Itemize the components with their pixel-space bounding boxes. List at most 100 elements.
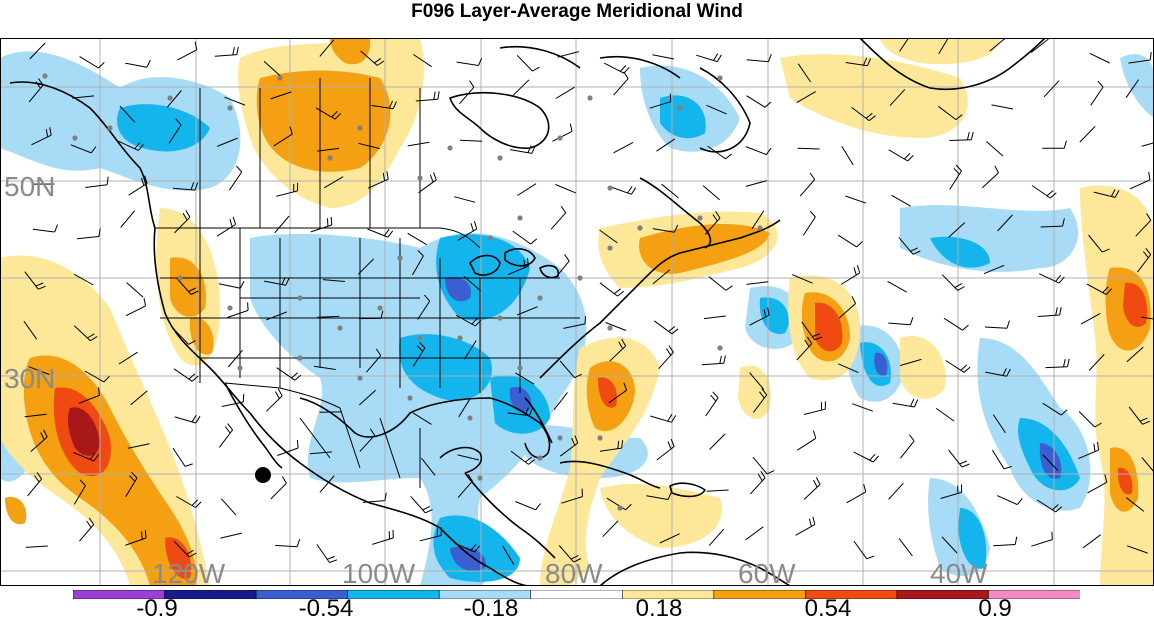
wind-barb (510, 145, 536, 154)
scale-swatch (988, 590, 1080, 599)
wind-barb (228, 165, 243, 191)
wind-barb (708, 528, 725, 546)
wind-barb (613, 71, 629, 96)
observation-stations (42, 73, 763, 511)
wind-barb (323, 176, 344, 189)
scale-label: 0.9 (978, 595, 1012, 622)
canada-provinces (199, 78, 421, 228)
wind-barb (703, 315, 726, 320)
station-dot (337, 325, 343, 331)
wind-barb (1042, 454, 1059, 471)
wind-barb (753, 388, 768, 413)
wind-barb (985, 368, 1011, 377)
wind-barb (367, 171, 389, 189)
wind-barb (1087, 474, 1108, 494)
shade-pos-mid (330, 38, 371, 65)
shade-pos-max (67, 407, 100, 456)
shade-neg-dark (509, 387, 532, 412)
wind-barb (553, 392, 568, 411)
wind-barb (453, 196, 476, 203)
wind-barb (706, 104, 727, 115)
shade-neg-mid (930, 236, 990, 268)
wind-barb (983, 264, 1005, 275)
wind-barb (317, 147, 340, 152)
wind-barb (1080, 312, 1101, 325)
wind-barb (1126, 346, 1144, 363)
station-dot (577, 275, 583, 281)
south-america-coast (599, 551, 791, 586)
wind-barb (224, 96, 246, 106)
wind-barb (996, 495, 1023, 506)
wind-barb (276, 182, 299, 197)
station-dot (597, 435, 603, 441)
wind-barb (1042, 140, 1067, 149)
wind-barb (460, 139, 483, 142)
wind-barb (270, 476, 287, 500)
wind-barb (130, 390, 148, 406)
shade-pos-light (600, 483, 722, 548)
wind-barb (1037, 307, 1062, 317)
wind-barb (362, 492, 387, 503)
shade-pos-light (738, 365, 771, 419)
station-dot (417, 335, 423, 341)
station-dot (297, 355, 303, 361)
wind-barb (421, 457, 436, 476)
wind-barb (656, 438, 675, 461)
station-dot (537, 455, 543, 461)
wind-barb (899, 38, 910, 52)
wind-barb (173, 540, 197, 558)
wind-barb (516, 54, 540, 72)
wind-barb (407, 232, 427, 246)
wind-barb (646, 491, 672, 500)
station-dot (607, 185, 613, 191)
wind-barb (177, 41, 198, 61)
wind-barb (1088, 234, 1110, 253)
wind-barb (23, 320, 38, 340)
wind-barb (837, 234, 863, 248)
wind-barb (888, 149, 914, 162)
mexico-states (299, 407, 421, 488)
wind-barb (797, 147, 820, 150)
wind-barb (277, 439, 299, 456)
wind-barb (940, 484, 963, 499)
wind-barb (173, 368, 199, 382)
wind-barb (650, 414, 677, 423)
wind-barb (73, 273, 94, 286)
baja-california (224, 382, 283, 469)
wind-barb (1129, 171, 1151, 190)
wind-barb (653, 320, 679, 335)
wind-barb (554, 254, 570, 279)
wind-barb (1135, 213, 1152, 237)
wind-barb (605, 322, 627, 331)
wind-barb (602, 520, 619, 538)
wind-barb (1045, 358, 1070, 369)
wind-barb (360, 50, 385, 66)
station-dot (467, 415, 473, 421)
shade-neg-dark (445, 276, 471, 302)
wind-barb (853, 540, 875, 560)
wind-barb (266, 388, 283, 412)
wind-barb (889, 89, 906, 106)
wind-barb (120, 210, 136, 228)
wind-barb (561, 488, 583, 504)
station-dot (637, 225, 643, 231)
wind-barb (708, 276, 733, 291)
wind-barb (454, 542, 480, 553)
station-dot (607, 245, 613, 251)
wind-barb (359, 428, 376, 452)
us-mexico-border (224, 382, 341, 409)
wind-barb (608, 382, 628, 404)
wind-barb (512, 230, 538, 245)
wind-barb (945, 360, 971, 373)
wind-barb (24, 271, 46, 290)
wind-barb (1082, 534, 1101, 549)
wind-barb (1093, 189, 1120, 198)
wind-barb (845, 195, 867, 204)
lat-lon-grid (0, 38, 1154, 586)
wind-barb (705, 391, 719, 417)
wind-barb (661, 183, 679, 199)
wind-barb (557, 51, 579, 58)
wind-barb (888, 317, 914, 326)
wind-barb (853, 451, 879, 463)
wind-barb (887, 280, 907, 293)
